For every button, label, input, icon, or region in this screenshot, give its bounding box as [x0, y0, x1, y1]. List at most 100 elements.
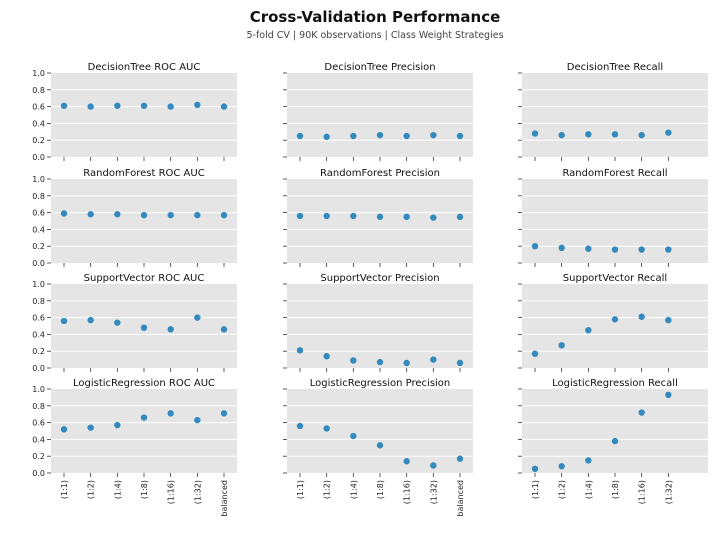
data-point — [114, 211, 121, 218]
data-point — [558, 342, 565, 349]
data-point — [456, 213, 464, 220]
data-point — [376, 213, 384, 220]
subplot-title: RandomForest Recall — [562, 168, 667, 179]
subplot-12: (1:1) (1:2) (1:4) (1:8) (1:16) (1:32) Logistic… — [518, 378, 708, 504]
data-point — [350, 132, 357, 140]
subplot-5: RandomForest Precision — [283, 168, 473, 267]
data-point — [665, 391, 672, 399]
y-tick-label: 0.0 — [32, 153, 45, 162]
data-point — [87, 103, 94, 110]
data-point — [296, 347, 304, 354]
subplot-title: LogisticRegression Precision — [310, 378, 451, 389]
data-point — [114, 319, 121, 326]
data-point — [60, 426, 68, 433]
data-point — [323, 133, 330, 141]
data-point — [456, 455, 464, 462]
data-point — [585, 327, 592, 334]
data-point — [60, 210, 68, 217]
x-tick-label: (1:2) — [87, 480, 96, 499]
data-point — [194, 314, 201, 321]
y-tick-label: 0.0 — [32, 259, 45, 268]
data-point — [403, 132, 410, 140]
plot-area — [522, 73, 708, 157]
subplot-9: SupportVector Recall — [518, 273, 708, 372]
data-point — [376, 358, 384, 366]
data-point — [638, 313, 645, 320]
x-tick-label: (1:4) — [584, 480, 593, 499]
x-tick-label: balanced — [456, 480, 465, 517]
y-tick-label: 0.4 — [32, 330, 45, 339]
subplot-11: (1:1) (1:2) (1:4) (1:8) (1:16) (1:32) balanced… — [283, 378, 473, 517]
plot-area — [287, 284, 473, 368]
subplot-title: LogisticRegression Recall — [552, 378, 678, 389]
subplot-title: RandomForest ROC AUC — [83, 168, 204, 179]
data-point — [558, 131, 565, 139]
data-point — [60, 102, 68, 109]
plot-area — [522, 389, 708, 473]
data-point — [531, 243, 539, 250]
plot-area — [51, 179, 237, 263]
x-tick-label: (1:2) — [323, 480, 332, 499]
subplot-1: 0.0 0.2 0.4 0.6 0.8 1.0 DecisionTree ROC AUC — [32, 62, 237, 162]
data-point — [323, 212, 330, 220]
plot-area — [287, 389, 473, 473]
x-tick-label: (1:16) — [167, 480, 176, 504]
data-point — [87, 424, 94, 431]
plot-area — [51, 73, 237, 157]
data-point — [638, 409, 645, 416]
x-tick-label: (1:1) — [531, 480, 540, 499]
subplot-10: 0.0 0.2 0.4 0.6 0.8 1.0 (1:1) (1:2) (1:4) (1:8) (1… — [32, 378, 237, 517]
y-tick-label: 0.4 — [32, 225, 45, 234]
y-tick-label: 0.8 — [32, 192, 45, 201]
x-tick-label: (1:8) — [376, 480, 385, 499]
data-point — [403, 458, 410, 465]
data-point — [296, 212, 304, 220]
data-point — [114, 102, 121, 109]
data-point — [430, 131, 437, 139]
data-point — [585, 457, 592, 464]
data-point — [350, 212, 357, 220]
x-tick-label: (1:1) — [296, 480, 305, 499]
x-tick-label: (1:32) — [664, 480, 673, 504]
data-point — [220, 326, 228, 333]
x-tick-label: (1:32) — [193, 480, 202, 504]
subplot-7: 0.0 0.2 0.4 0.6 0.8 1.0 SupportVector ROC AUC — [32, 273, 237, 373]
data-point — [456, 359, 464, 367]
y-tick-label: 0.0 — [32, 469, 45, 478]
data-point — [140, 324, 148, 331]
y-tick-label: 0.2 — [32, 347, 45, 356]
y-tick-label: 1.0 — [32, 385, 45, 394]
data-point — [114, 421, 121, 429]
data-point — [220, 410, 228, 417]
data-point — [323, 425, 330, 432]
x-tick-label: (1:32) — [429, 480, 438, 504]
data-point — [531, 130, 539, 137]
data-point — [430, 462, 437, 469]
data-point — [167, 211, 174, 219]
data-point — [430, 214, 437, 221]
subplot-title: SupportVector Recall — [563, 273, 667, 284]
data-point — [558, 244, 565, 252]
data-point — [296, 132, 304, 140]
data-point — [167, 103, 174, 110]
subplot-title: RandomForest Precision — [320, 168, 440, 179]
subplot-8: SupportVector Precision — [283, 273, 473, 372]
data-point — [376, 131, 384, 139]
y-tick-label: 0.8 — [32, 297, 45, 306]
x-tick-label: (1:16) — [403, 480, 412, 504]
subplot-6: RandomForest Recall — [518, 168, 708, 267]
subplot-title: DecisionTree Precision — [324, 62, 435, 73]
subplot-title: LogisticRegression ROC AUC — [73, 378, 215, 389]
data-point — [638, 131, 645, 139]
data-point — [376, 442, 384, 449]
x-tick-label: (1:1) — [60, 480, 69, 499]
x-tick-label: (1:8) — [611, 480, 620, 499]
data-point — [611, 316, 619, 323]
data-point — [531, 465, 539, 472]
subplot-2: DecisionTree Precision — [283, 62, 473, 161]
y-tick-label: 1.0 — [32, 175, 45, 184]
y-tick-label: 0.6 — [32, 103, 45, 112]
data-point — [611, 437, 619, 445]
y-tick-label: 0.8 — [32, 86, 45, 95]
